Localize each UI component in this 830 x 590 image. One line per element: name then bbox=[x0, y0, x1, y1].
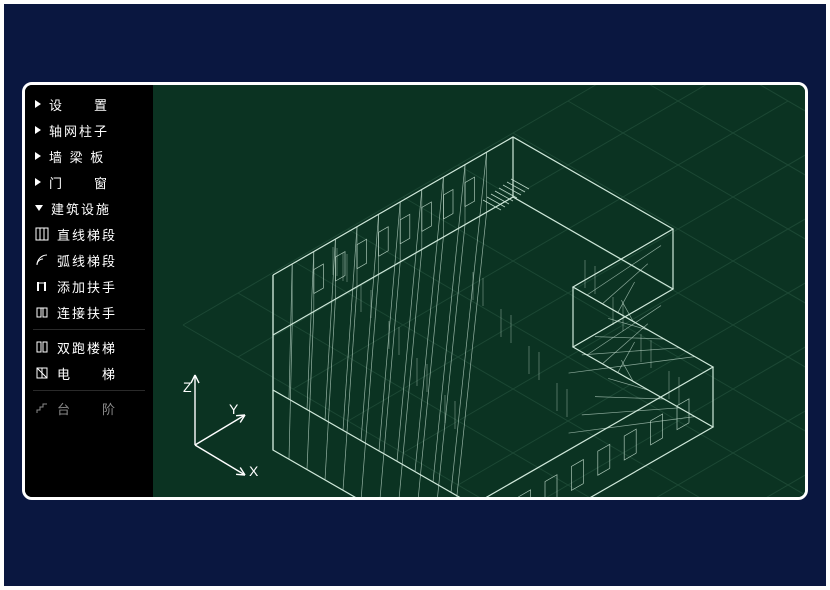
sidebar-group-facilities[interactable]: 建筑设施 bbox=[25, 195, 153, 221]
axis-label-y: Y bbox=[229, 401, 238, 417]
step-icon bbox=[35, 401, 49, 415]
sidebar-item-add-handrail[interactable]: 添加扶手 bbox=[25, 273, 153, 299]
sidebar-item-label: 弧线梯段 bbox=[57, 251, 117, 270]
sidebar-group-label: 轴网柱子 bbox=[49, 121, 109, 140]
arrow-right-icon bbox=[35, 178, 41, 186]
sidebar-item-arc-stair[interactable]: 弧线梯段 bbox=[25, 247, 153, 273]
sidebar-item-step[interactable]: 台 阶 bbox=[25, 395, 153, 421]
handrail-link-icon bbox=[35, 305, 49, 319]
sidebar-group-door-window[interactable]: 门 窗 bbox=[25, 169, 153, 195]
arrow-right-icon bbox=[35, 152, 41, 160]
elevator-icon bbox=[35, 366, 49, 380]
sidebar-group-label: 门 窗 bbox=[49, 173, 109, 192]
app-panel: 设 置 轴网柱子 墙 梁 板 门 窗 建筑设施 bbox=[22, 82, 808, 500]
sidebar-item-straight-stair[interactable]: 直线梯段 bbox=[25, 221, 153, 247]
handrail-add-icon bbox=[35, 279, 49, 293]
sidebar-item-label: 双跑楼梯 bbox=[57, 338, 117, 357]
sidebar-group-label: 设 置 bbox=[49, 95, 109, 114]
outer-frame: 设 置 轴网柱子 墙 梁 板 门 窗 建筑设施 bbox=[4, 4, 826, 586]
sidebar-group-label: 墙 梁 板 bbox=[49, 147, 105, 166]
stair-straight-icon bbox=[35, 227, 49, 241]
sidebar-item-label: 直线梯段 bbox=[57, 225, 117, 244]
sidebar-item-label: 添加扶手 bbox=[57, 277, 117, 296]
sidebar-item-label: 连接扶手 bbox=[57, 303, 117, 322]
sidebar-item-elevator[interactable]: 电 梯 bbox=[25, 360, 153, 386]
arrow-down-icon bbox=[35, 205, 43, 211]
sidebar: 设 置 轴网柱子 墙 梁 板 门 窗 建筑设施 bbox=[25, 85, 153, 497]
sidebar-item-label: 台 阶 bbox=[57, 399, 117, 418]
sidebar-group-wall-beam[interactable]: 墙 梁 板 bbox=[25, 143, 153, 169]
sidebar-item-label: 电 梯 bbox=[57, 364, 117, 383]
wireframe-canvas bbox=[153, 85, 805, 497]
sidebar-group-grid-column[interactable]: 轴网柱子 bbox=[25, 117, 153, 143]
sidebar-item-double-stair[interactable]: 双跑楼梯 bbox=[25, 334, 153, 360]
arrow-right-icon bbox=[35, 100, 41, 108]
sidebar-separator bbox=[33, 390, 145, 391]
axis-label-z: Z bbox=[183, 379, 192, 395]
stair-arc-icon bbox=[35, 253, 49, 267]
arrow-right-icon bbox=[35, 126, 41, 134]
sidebar-item-link-handrail[interactable]: 连接扶手 bbox=[25, 299, 153, 325]
double-stair-icon bbox=[35, 340, 49, 354]
axis-label-x: X bbox=[249, 463, 258, 479]
3d-viewport[interactable]: Z Y X bbox=[153, 85, 805, 497]
sidebar-group-label: 建筑设施 bbox=[51, 199, 111, 218]
sidebar-separator bbox=[33, 329, 145, 330]
sidebar-group-settings[interactable]: 设 置 bbox=[25, 91, 153, 117]
